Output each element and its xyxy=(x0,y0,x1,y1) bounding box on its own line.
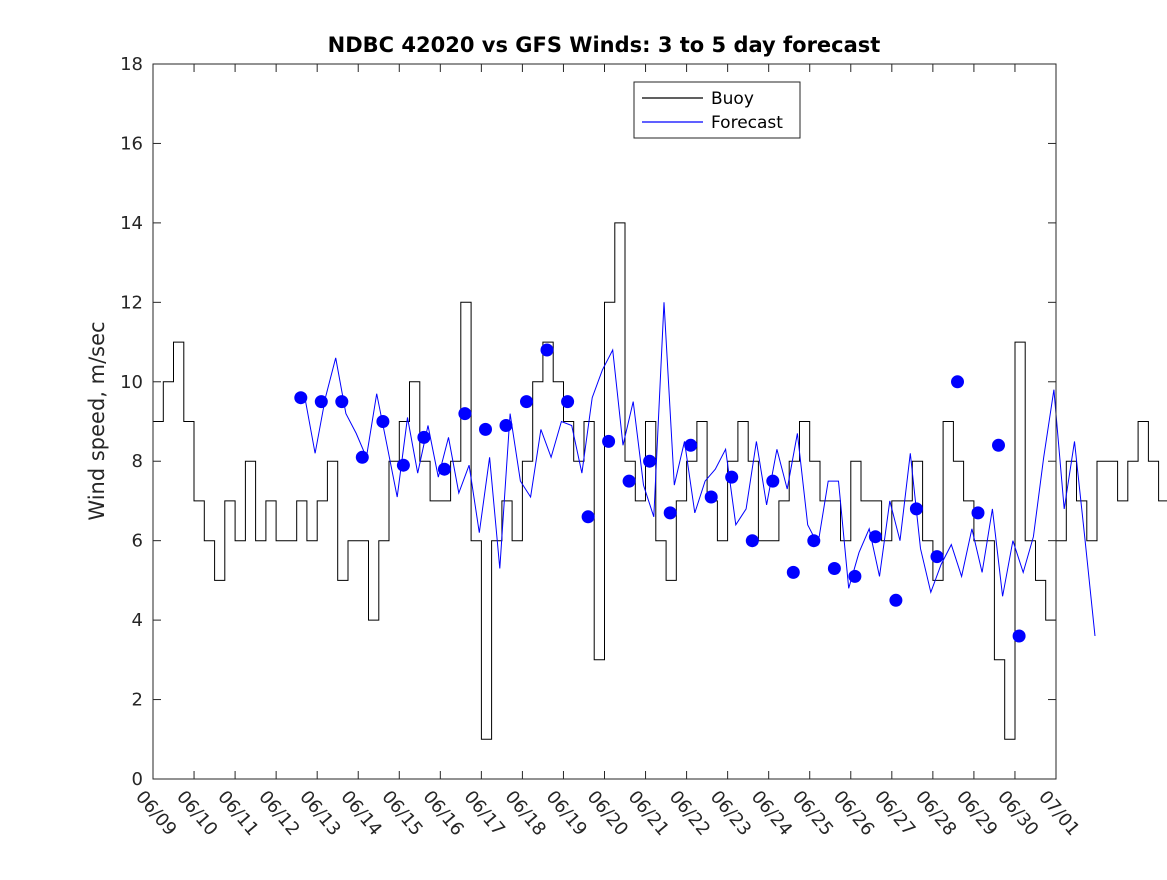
y-tick-label: 4 xyxy=(132,610,143,631)
x-tick-label: 06/25 xyxy=(788,787,837,840)
x-tick-label: 06/30 xyxy=(993,787,1042,840)
forecast-marker xyxy=(992,438,1005,452)
forecast-marker xyxy=(786,565,800,579)
y-tick-label: 6 xyxy=(132,531,143,552)
forecast-marker xyxy=(848,569,862,583)
x-tick-label: 06/09 xyxy=(131,787,180,840)
y-tick-label: 2 xyxy=(132,690,143,711)
forecast-marker xyxy=(437,462,451,476)
legend: Buoy Forecast xyxy=(633,81,801,139)
y-tick-label: 12 xyxy=(120,292,143,313)
forecast-marker xyxy=(294,391,308,405)
forecast-marker xyxy=(561,395,575,409)
legend-forecast-label: Forecast xyxy=(711,113,783,133)
x-tick-label: 06/15 xyxy=(377,787,426,840)
x-tick-label: 06/29 xyxy=(952,787,1001,840)
forecast-marker xyxy=(663,506,677,520)
forecast-marker xyxy=(827,562,841,575)
x-tick-label: 06/18 xyxy=(501,787,550,840)
x-tick-label: 06/20 xyxy=(583,787,632,840)
y-axis-label: Wind speed, m/sec xyxy=(85,321,109,520)
forecast-marker xyxy=(396,458,410,472)
legend-buoy-label: Buoy xyxy=(711,89,754,109)
y-tick-label: 8 xyxy=(132,451,143,472)
x-tick-label: 06/27 xyxy=(870,787,919,840)
x-tick-label: 06/19 xyxy=(542,787,591,840)
y-tick-label: 0 xyxy=(132,769,143,790)
forecast-marker xyxy=(499,419,513,432)
x-tick-label: 06/13 xyxy=(295,787,344,840)
forecast-marker xyxy=(314,395,328,409)
forecast-marker xyxy=(766,474,780,488)
y-tick-label: 18 xyxy=(120,54,143,75)
forecast-marker xyxy=(520,395,533,409)
forecast-marker xyxy=(889,593,903,607)
forecast-marker xyxy=(930,550,944,564)
forecast-marker xyxy=(581,510,595,524)
legend-box xyxy=(633,81,801,139)
forecast-marker xyxy=(951,375,964,389)
forecast-marker xyxy=(622,474,636,488)
x-tick-label: 06/22 xyxy=(665,787,714,840)
y-tick-label: 14 xyxy=(120,213,143,234)
x-tick-label: 06/23 xyxy=(706,787,755,840)
x-tick-label: 06/24 xyxy=(747,787,796,840)
x-tick-label: 06/17 xyxy=(460,787,509,840)
y-tick-label: 10 xyxy=(120,372,143,393)
y-axis-ticks: 0 2 4 6 8 10 12 14 16 18 xyxy=(120,54,1056,790)
forecast-marker xyxy=(376,415,390,428)
forecast-marker xyxy=(704,490,718,504)
forecast-marker xyxy=(355,450,369,464)
forecast-marker xyxy=(602,434,616,448)
forecast-marker xyxy=(971,506,985,520)
forecast-marker xyxy=(417,430,431,444)
chart-title: NDBC 42020 vs GFS Winds: 3 to 5 day fore… xyxy=(328,33,881,57)
forecast-series-line xyxy=(304,302,1096,637)
x-tick-label: 07/01 xyxy=(1034,787,1083,840)
x-tick-label: 06/10 xyxy=(172,787,221,840)
buoy-series-line xyxy=(153,222,1167,740)
x-tick-label: 06/12 xyxy=(254,787,303,840)
y-tick-label: 16 xyxy=(120,133,143,154)
forecast-marker xyxy=(909,502,923,516)
x-tick-label: 06/11 xyxy=(213,787,262,840)
forecast-marker xyxy=(1012,629,1026,643)
forecast-marker xyxy=(458,407,472,421)
forecast-marker xyxy=(807,534,821,548)
plot-area xyxy=(152,63,1167,780)
forecast-marker xyxy=(335,395,349,409)
forecast-marker xyxy=(725,470,739,484)
x-tick-label: 06/26 xyxy=(829,787,878,840)
x-tick-label: 06/14 xyxy=(336,787,385,840)
x-tick-label: 06/16 xyxy=(418,787,467,840)
forecast-marker xyxy=(643,454,657,468)
forecast-marker xyxy=(479,422,492,436)
x-tick-label: 06/28 xyxy=(911,787,960,840)
forecast-marker xyxy=(540,343,554,357)
forecast-marker xyxy=(684,438,698,452)
forecast-marker xyxy=(745,534,759,548)
x-tick-label: 06/21 xyxy=(624,787,673,840)
forecast-marker xyxy=(868,530,882,544)
